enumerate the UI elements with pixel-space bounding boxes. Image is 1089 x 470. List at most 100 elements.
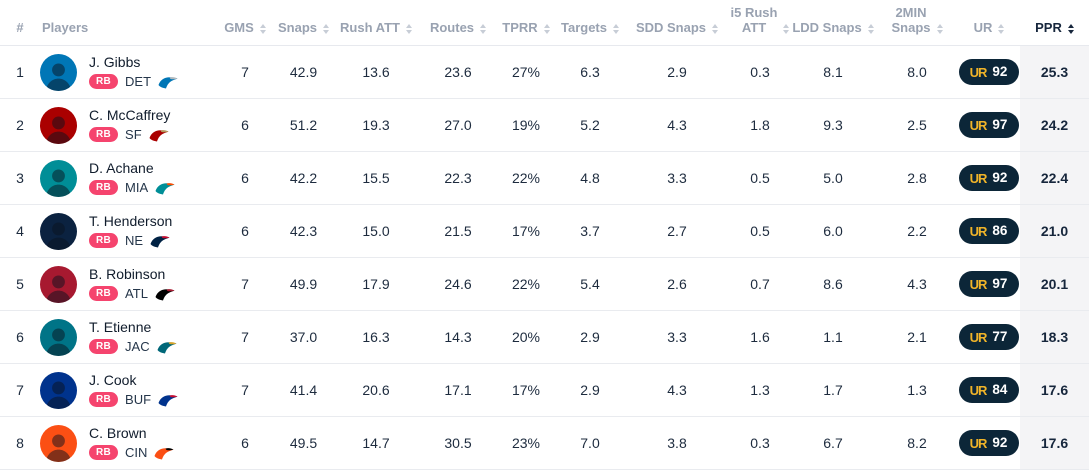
routes-cell: 30.5	[420, 416, 496, 470]
ur-rating-badge: UR 92	[958, 430, 1020, 456]
table-row[interactable]: 8 C. Brown RB CIN 6 49.5	[0, 416, 1089, 470]
player-cell[interactable]: B. Robinson RB ATL	[40, 257, 215, 311]
ur-rating-value: 86	[992, 223, 1008, 239]
gms-cell: 7	[215, 257, 275, 311]
player-avatar	[40, 424, 77, 462]
team-logo-jac-icon	[157, 340, 177, 354]
2min-snaps-cell: 2.1	[876, 310, 958, 364]
column-header-i5_rush_att[interactable]: i5 Rush ATT	[730, 0, 790, 46]
sort-icon	[323, 24, 329, 34]
player-cell[interactable]: J. Gibbs RB DET	[40, 45, 215, 99]
player-cell[interactable]: J. Cook RB BUF	[40, 363, 215, 417]
gms-cell: 6	[215, 98, 275, 152]
team-abbrev: JAC	[125, 339, 150, 355]
rank-cell: 5	[0, 257, 40, 311]
table-row[interactable]: 4 T. Henderson RB NE 6 4	[0, 204, 1089, 258]
ldd-snaps-cell: 8.1	[790, 45, 876, 99]
column-label: Snaps	[277, 20, 317, 36]
routes-cell: 22.3	[420, 151, 496, 205]
column-header-ldd_snaps[interactable]: LDD Snaps	[790, 0, 876, 46]
column-label: Rush ATT	[340, 20, 400, 36]
player-cell[interactable]: C. Brown RB CIN	[40, 416, 215, 470]
team-logo-sf-icon	[149, 128, 169, 142]
player-name: J. Gibbs	[89, 53, 141, 70]
column-header-tprr[interactable]: TPRR	[496, 0, 556, 46]
column-header-ppr[interactable]: PPR	[1020, 0, 1089, 46]
column-header-targets[interactable]: Targets	[556, 0, 624, 46]
column-header-snaps[interactable]: Snaps	[275, 0, 332, 46]
i5-rush-att-cell: 0.5	[730, 151, 790, 205]
targets-cell: 4.8	[556, 151, 624, 205]
ur-rating-badge: UR 92	[958, 165, 1020, 191]
column-header-ur[interactable]: UR	[958, 0, 1020, 46]
table-row[interactable]: 3 D. Achane RB MIA 6 42.	[0, 151, 1089, 205]
player-cell[interactable]: D. Achane RB MIA	[40, 151, 215, 205]
i5-rush-att-cell: 0.7	[730, 257, 790, 311]
ppr-cell: 17.6	[1020, 416, 1089, 470]
column-header-routes[interactable]: Routes	[420, 0, 496, 46]
table-row[interactable]: 1 J. Gibbs RB DET 7 42.9	[0, 45, 1089, 99]
table-row[interactable]: 2 C. McCaffrey RB SF 6 5	[0, 98, 1089, 152]
targets-cell: 3.7	[556, 204, 624, 258]
table-row[interactable]: 5 B. Robinson RB ATL 7 4	[0, 257, 1089, 311]
snaps-cell: 41.4	[275, 363, 332, 417]
i5-rush-att-cell: 1.3	[730, 363, 790, 417]
ur-cell: UR 92	[958, 151, 1020, 205]
column-header-min2_snaps[interactable]: 2MIN Snaps	[876, 0, 958, 46]
player-avatar	[40, 53, 77, 91]
2min-snaps-cell: 4.3	[876, 257, 958, 311]
sort-icon	[1067, 24, 1074, 34]
ur-logo-icon: UR	[969, 382, 988, 398]
team-abbrev: MIA	[125, 180, 149, 196]
team-logo-mia-icon	[155, 181, 175, 195]
ur-logo-icon: UR	[969, 276, 988, 292]
snaps-cell: 42.3	[275, 204, 332, 258]
2min-snaps-cell: 8.0	[876, 45, 958, 99]
sdd-snaps-cell: 2.9	[624, 45, 730, 99]
ldd-snaps-cell: 1.1	[790, 310, 876, 364]
snaps-cell: 42.2	[275, 151, 332, 205]
ppr-cell: 25.3	[1020, 45, 1089, 99]
sort-icon	[405, 24, 412, 34]
gms-cell: 7	[215, 363, 275, 417]
table-row[interactable]: 6 T. Etienne RB JAC 7 37	[0, 310, 1089, 364]
2min-snaps-cell: 8.2	[876, 416, 958, 470]
rank-cell: 7	[0, 363, 40, 417]
tprr-cell: 22%	[496, 257, 556, 311]
rush-att-cell: 14.7	[332, 416, 420, 470]
player-cell[interactable]: T. Etienne RB JAC	[40, 310, 215, 364]
rank-cell: 1	[0, 45, 40, 99]
column-header-rush_att[interactable]: Rush ATT	[332, 0, 420, 46]
ur-logo-icon: UR	[969, 64, 988, 80]
column-header-sdd_snaps[interactable]: SDD Snaps	[624, 0, 730, 46]
rush-att-cell: 17.9	[332, 257, 420, 311]
player-avatar	[40, 106, 77, 144]
targets-cell: 2.9	[556, 310, 624, 364]
player-avatar	[40, 212, 77, 250]
rank-cell: 6	[0, 310, 40, 364]
table-row[interactable]: 7 J. Cook RB BUF 7 41.4	[0, 363, 1089, 417]
column-label: PPR	[1035, 20, 1062, 36]
i5-rush-att-cell: 1.6	[730, 310, 790, 364]
player-cell[interactable]: T. Henderson RB NE	[40, 204, 215, 258]
column-header-gms[interactable]: GMS	[215, 0, 275, 46]
routes-cell: 27.0	[420, 98, 496, 152]
ppr-cell: 21.0	[1020, 204, 1089, 258]
player-cell[interactable]: C. McCaffrey RB SF	[40, 98, 215, 152]
ur-cell: UR 92	[958, 416, 1020, 470]
ppr-cell: 20.1	[1020, 257, 1089, 311]
ur-rating-value: 84	[992, 382, 1008, 398]
team-logo-buf-icon	[158, 393, 178, 407]
ur-rating-badge: UR 97	[958, 271, 1020, 297]
team-logo-atl-icon	[155, 287, 175, 301]
snaps-cell: 42.9	[275, 45, 332, 99]
targets-cell: 6.3	[556, 45, 624, 99]
ldd-snaps-cell: 5.0	[790, 151, 876, 205]
2min-snaps-cell: 2.2	[876, 204, 958, 258]
rank-cell: 2	[0, 98, 40, 152]
sort-icon	[998, 24, 1005, 34]
ur-rating-badge: UR 92	[958, 59, 1020, 85]
gms-cell: 7	[215, 310, 275, 364]
column-label: Targets	[561, 20, 607, 36]
